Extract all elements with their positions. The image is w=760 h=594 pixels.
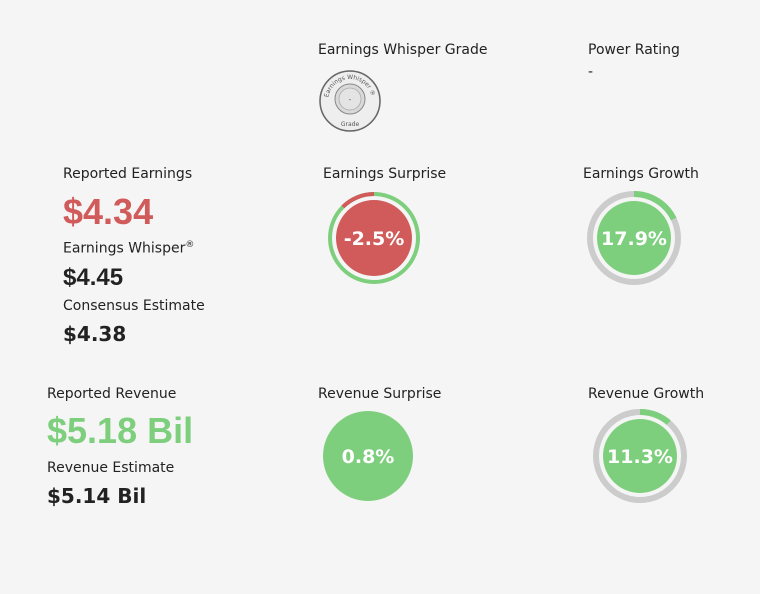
earnings-whisper-value: $4.45 — [63, 264, 124, 291]
earnings-surprise-dial: -2.5% — [328, 192, 420, 284]
reported-earnings-label: Reported Earnings — [63, 166, 193, 182]
consensus-estimate-value: $4.38 — [63, 322, 127, 346]
revenue-estimate-label: Revenue Estimate — [47, 460, 175, 476]
revenue-estimate-value: $5.14 Bil — [47, 484, 147, 508]
power-rating-title: Power Rating — [588, 42, 680, 58]
revenue-surprise-fill — [323, 411, 413, 501]
grade-badge: Earnings Whisper ® Grade - — [319, 70, 381, 132]
grade-title: Earnings Whisper Grade — [318, 42, 488, 58]
earnings-growth-value: 17.9% — [601, 228, 667, 250]
earnings-whisper-label-text: Earnings Whisper — [63, 240, 186, 257]
grade-value: - — [349, 95, 352, 104]
reported-revenue-value: $5.18 Bil — [47, 410, 194, 451]
earnings-surprise-fill — [336, 200, 412, 276]
revenue-growth-fill — [603, 419, 677, 493]
revenue-surprise-dial: 0.8% — [323, 411, 413, 501]
consensus-estimate-label: Consensus Estimate — [63, 298, 205, 314]
revenue-growth-value: 11.3% — [607, 446, 673, 468]
reported-earnings-value: $4.34 — [63, 191, 154, 232]
earnings-surprise-value: -2.5% — [344, 228, 405, 250]
revenue-surprise-value: 0.8% — [342, 446, 395, 468]
earnings-surprise-miss-arc — [341, 192, 375, 209]
revenue-surprise-title: Revenue Surprise — [318, 386, 442, 402]
earnings-whisper-label: Earnings Whisper® — [63, 240, 194, 257]
earnings-growth-title: Earnings Growth — [583, 166, 699, 182]
earnings-growth-dial: 17.9% — [587, 191, 681, 285]
earnings-growth-arc — [633, 191, 677, 221]
reported-revenue-label: Reported Revenue — [47, 386, 177, 402]
revenue-growth-arc — [639, 409, 671, 425]
revenue-growth-title: Revenue Growth — [588, 386, 705, 402]
registered-mark: ® — [185, 240, 195, 250]
revenue-growth-dial: 11.3% — [593, 409, 687, 503]
earnings-surprise-title: Earnings Surprise — [323, 166, 447, 182]
earnings-growth-fill — [597, 201, 671, 275]
grade-badge-bottom-text: Grade — [341, 121, 360, 128]
power-rating-value: - — [588, 64, 594, 80]
